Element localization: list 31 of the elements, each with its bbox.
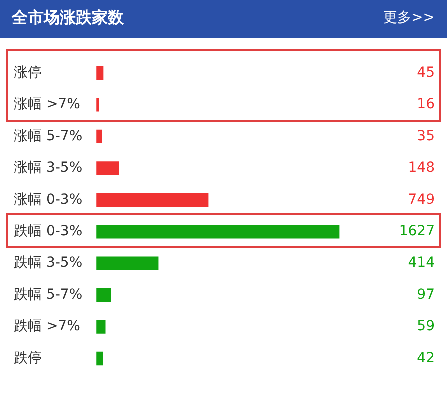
bar [96,320,106,334]
y-tick-label: 涨幅 0-3% [14,192,83,208]
text: 更多>> [384,9,435,27]
data-label: 148 [408,160,435,176]
bar [96,66,104,80]
data-label: 749 [408,192,435,208]
data-label: 1627 [399,224,435,240]
data-label: 16 [417,96,436,113]
chart-title: 全市场涨跌家数 [12,8,124,29]
bar [96,162,120,176]
y-tick-label: 涨幅 3-5% [14,160,83,176]
y-tick-label: 涨停 [14,64,42,81]
bar [96,193,209,207]
data-label: 97 [417,286,435,303]
y-tick-label: 跌停 [14,350,42,366]
y-tick-label: 涨幅 >7% [14,96,80,113]
y-tick-label: 跌幅 5-7% [14,286,83,303]
data-label: 59 [417,318,435,335]
bar [96,256,159,270]
data-label: 42 [417,350,435,366]
y-tick-label: 跌幅 0-3% [14,224,83,240]
data-label: 45 [417,64,435,81]
bar [96,352,104,366]
bar [96,98,100,112]
y-tick-label: 跌幅 3-5% [14,255,83,272]
bar [96,225,340,239]
data-label: 414 [408,255,436,272]
y-tick-label: 跌幅 >7% [14,318,80,335]
bar [96,288,112,302]
data-label: 35 [417,128,435,144]
y-tick-label: 涨幅 5-7% [14,128,83,144]
